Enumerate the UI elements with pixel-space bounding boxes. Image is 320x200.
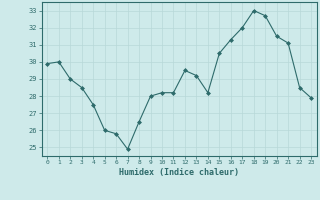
X-axis label: Humidex (Indice chaleur): Humidex (Indice chaleur) <box>119 168 239 177</box>
